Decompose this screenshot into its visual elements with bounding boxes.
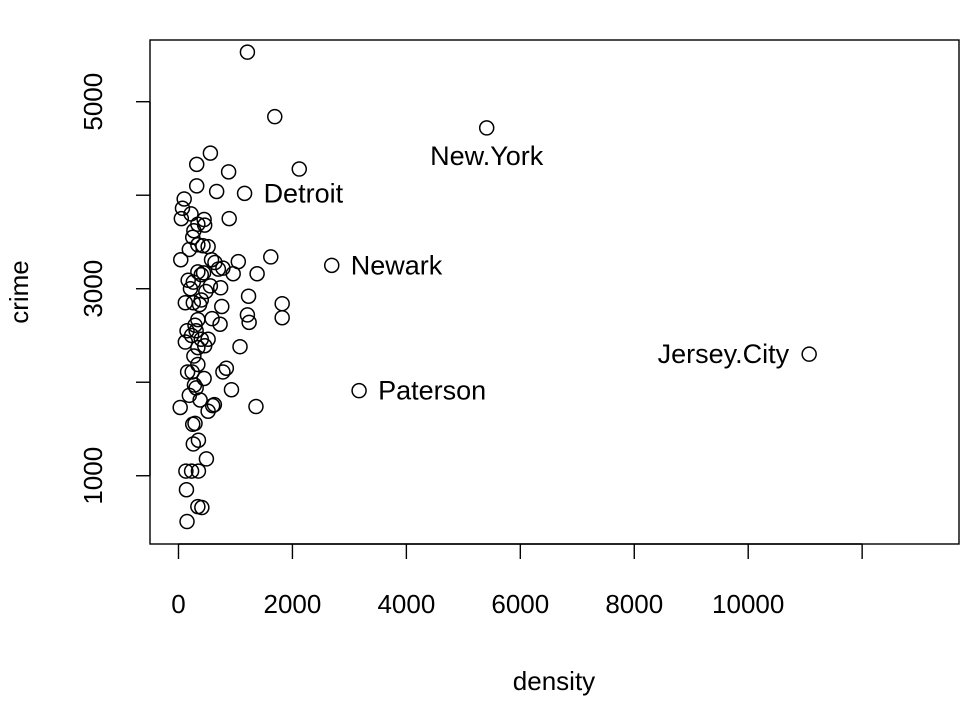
data-point xyxy=(210,261,227,277)
x-axis-title: density xyxy=(513,666,595,696)
point-label: Newark xyxy=(351,250,443,280)
data-point xyxy=(221,210,237,227)
data-point xyxy=(188,156,205,173)
y-axis-title: crime xyxy=(4,260,34,324)
point-label: New.York xyxy=(430,141,544,171)
x-tick-label: 10000 xyxy=(712,589,784,619)
data-point xyxy=(208,183,225,200)
data-point xyxy=(267,108,283,125)
data-point xyxy=(291,161,308,177)
data-point xyxy=(179,323,195,339)
data-point xyxy=(220,164,237,180)
plot-frame xyxy=(149,39,960,545)
y-axis: 1000 3000 5000 xyxy=(78,73,151,505)
data-point xyxy=(240,288,257,304)
data-point xyxy=(195,265,212,281)
data-point xyxy=(202,145,219,161)
data-point xyxy=(173,210,190,227)
data-point xyxy=(200,403,216,419)
data-point xyxy=(215,364,231,380)
data-point xyxy=(190,264,206,280)
x-tick-label: 0 xyxy=(171,589,185,619)
data-point xyxy=(225,266,241,282)
data-point xyxy=(192,392,208,408)
data-point xyxy=(274,309,290,326)
data-point xyxy=(186,223,202,239)
data-point xyxy=(173,251,189,268)
data-point xyxy=(178,482,195,498)
data-point xyxy=(185,274,202,290)
data-point xyxy=(249,266,265,282)
x-tick-label: 4000 xyxy=(377,589,435,619)
data-point xyxy=(188,178,205,194)
data-point xyxy=(186,348,202,364)
data-point xyxy=(190,237,206,253)
data-point xyxy=(190,339,206,356)
data-point xyxy=(190,432,207,448)
data-point xyxy=(179,364,196,380)
data-point xyxy=(241,314,257,331)
data-point xyxy=(186,377,203,393)
data-point xyxy=(183,463,200,479)
data-point xyxy=(212,316,228,333)
data-point xyxy=(478,120,495,136)
data-point xyxy=(185,436,202,452)
data-point xyxy=(196,338,213,354)
data-point xyxy=(179,513,195,530)
data-point xyxy=(204,397,221,414)
y-tick-label: 1000 xyxy=(78,447,108,505)
data-point xyxy=(198,451,215,467)
x-axis: 0 2000 4000 6000 8000 10000 xyxy=(171,543,863,619)
data-point xyxy=(214,298,230,315)
data-point xyxy=(172,399,188,416)
data-point xyxy=(212,280,229,296)
data-point xyxy=(194,499,210,516)
point-label: Paterson xyxy=(378,376,486,406)
points-layer xyxy=(172,44,817,530)
data-point xyxy=(188,323,204,339)
data-point xyxy=(177,334,194,350)
data-point xyxy=(351,382,367,399)
point-labels-layer: New.York Detroit Newark Jersey.City Paterson xyxy=(264,141,790,406)
data-point xyxy=(232,338,248,355)
data-point xyxy=(274,295,290,312)
data-point xyxy=(198,283,214,300)
data-point xyxy=(202,278,219,294)
x-tick-label: 8000 xyxy=(605,589,663,619)
data-point xyxy=(176,191,192,207)
data-point xyxy=(185,295,202,311)
data-point xyxy=(196,370,212,387)
data-point xyxy=(177,295,194,311)
data-point xyxy=(181,387,198,404)
data-point xyxy=(191,296,208,313)
data-point xyxy=(323,257,340,274)
data-point xyxy=(239,44,256,60)
data-point xyxy=(239,307,256,323)
data-point xyxy=(190,463,207,479)
data-point xyxy=(263,249,279,265)
point-label: Jersey.City xyxy=(658,339,790,369)
x-tick-label: 6000 xyxy=(491,589,549,619)
data-point xyxy=(223,381,240,398)
x-tick-label: 2000 xyxy=(264,589,322,619)
data-point xyxy=(184,416,201,433)
data-point xyxy=(174,200,191,217)
data-point xyxy=(181,241,198,258)
y-tick-label: 5000 xyxy=(78,73,108,131)
data-point xyxy=(801,346,817,362)
data-point xyxy=(218,360,235,376)
data-point xyxy=(236,185,253,202)
point-label: Detroit xyxy=(264,178,344,208)
y-tick-label: 3000 xyxy=(78,260,108,318)
data-point xyxy=(248,398,264,415)
data-point xyxy=(178,463,194,479)
data-point xyxy=(187,317,203,333)
